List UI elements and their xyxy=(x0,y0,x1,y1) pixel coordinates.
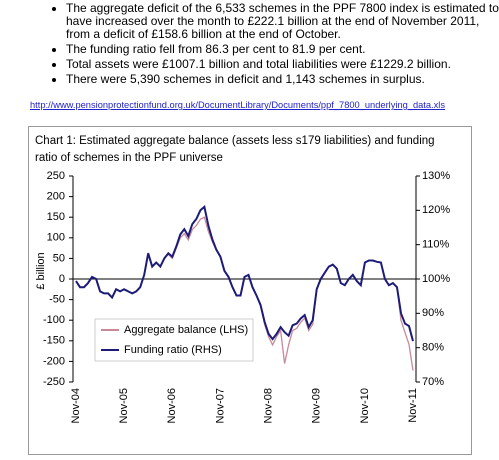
y-tick-label: -150 xyxy=(43,335,65,347)
x-tick-label: Nov-07 xyxy=(214,388,226,423)
series-line xyxy=(75,205,414,342)
bullet: The aggregate deficit of the 6,533 schem… xyxy=(66,2,499,41)
x-tick-label: Nov-11 xyxy=(407,388,419,423)
y2-tick-label: 90% xyxy=(422,307,444,319)
bullet: There were 5,390 schemes in deficit and … xyxy=(66,73,499,86)
y-tick-label: -250 xyxy=(43,376,65,388)
y-tick-label: 150 xyxy=(47,211,65,223)
y2-tick-label: 130% xyxy=(422,170,450,182)
x-tick-label: Nov-04 xyxy=(70,388,82,423)
x-tick-label: Nov-08 xyxy=(262,388,274,423)
y-tick-label: 250 xyxy=(47,170,65,182)
y2-tick-label: 110% xyxy=(422,239,450,251)
y2-tick-label: 100% xyxy=(422,273,450,285)
link[interactable]: http://www.pensionprotectionfund.org.uk/… xyxy=(30,100,445,110)
x-tick-label: Nov-09 xyxy=(311,388,323,423)
y-tick-label: -200 xyxy=(43,355,65,367)
bullet: Total assets were £1007.1 billion and to… xyxy=(66,58,499,71)
x-tick-label: Nov-05 xyxy=(118,388,130,423)
bullet: The funding ratio fell from 86.3 per cen… xyxy=(66,43,499,56)
y-axis-label: £ billion xyxy=(35,252,47,289)
x-tick-label: Nov-06 xyxy=(166,388,178,423)
legend-box xyxy=(94,318,254,362)
y2-tick-label: 120% xyxy=(422,204,450,216)
legend-label: Aggregate balance (LHS) xyxy=(124,324,248,336)
y-tick-label: 200 xyxy=(47,191,65,203)
bullet-list: The aggregate deficit of the 6,533 schem… xyxy=(38,2,499,88)
y-tick-label: 100 xyxy=(47,232,65,244)
y-tick-label: 50 xyxy=(53,252,65,264)
y2-tick-label: 70% xyxy=(422,376,444,388)
legend-label: Funding ratio (RHS) xyxy=(124,344,222,356)
x-tick-label: Nov-10 xyxy=(359,388,371,423)
y-tick-label: -100 xyxy=(43,314,65,326)
y-tick-label: 0 xyxy=(59,273,65,285)
y2-tick-label: 80% xyxy=(422,342,444,354)
chart-title: Chart 1: Estimated aggregate balance (as… xyxy=(35,135,435,164)
chart-box: Chart 1: Estimated aggregate balance (as… xyxy=(28,126,472,455)
chart: £ billion -250 -200 -150 -100 -50 0 50 100 150 20… xyxy=(35,170,450,424)
y-tick-label: -50 xyxy=(49,294,65,306)
